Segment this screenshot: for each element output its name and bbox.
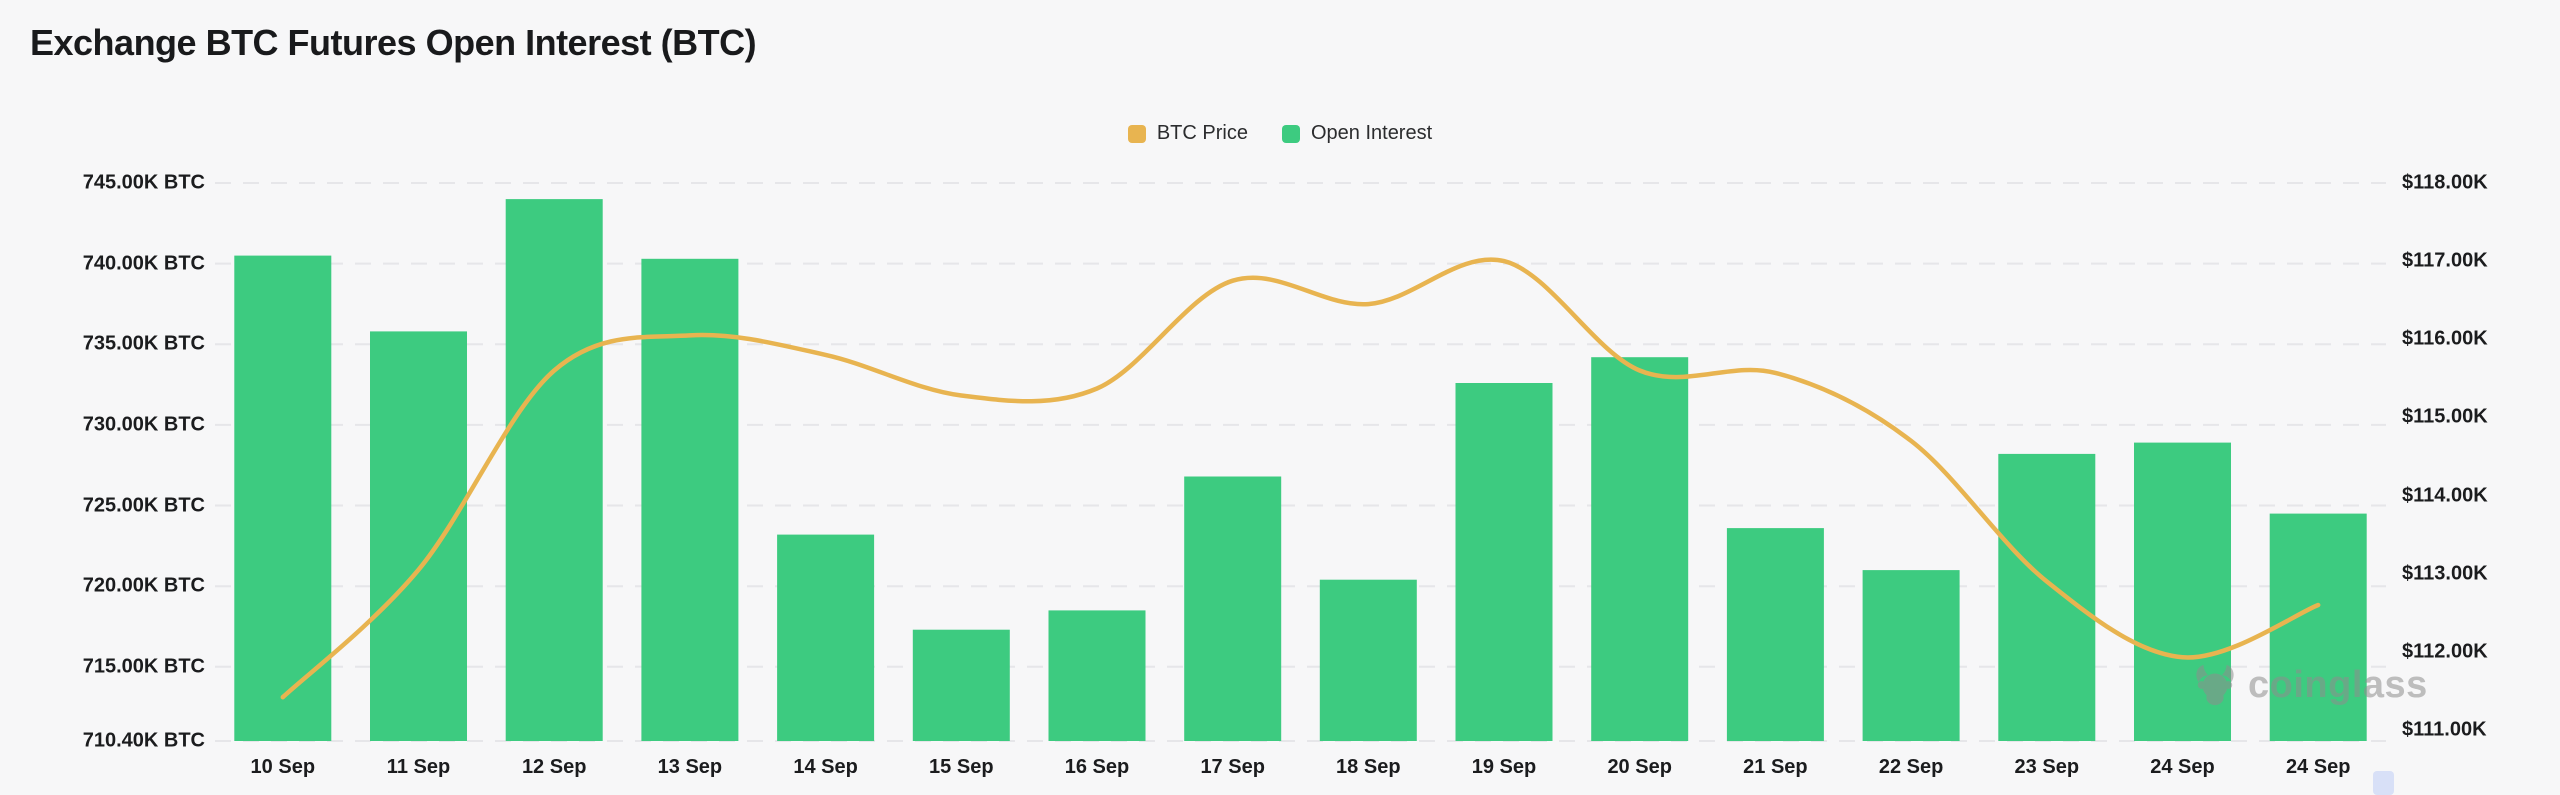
open-interest-bar[interactable] xyxy=(1591,357,1689,741)
x-axis-tick-label: 14 Sep xyxy=(793,756,858,778)
left-axis-tick-label: 720.00K BTC xyxy=(82,574,205,597)
open-interest-bar[interactable] xyxy=(777,534,875,741)
x-axis-tick-label: 17 Sep xyxy=(1200,756,1265,778)
open-interest-bar[interactable] xyxy=(1184,476,1282,742)
legend-label-open-interest: Open Interest xyxy=(1310,122,1433,144)
open-interest-bar[interactable] xyxy=(2134,442,2231,741)
open-interest-bar[interactable] xyxy=(1862,570,1960,741)
x-axis-tick-label: 16 Sep xyxy=(1064,756,1130,778)
x-axis-tick-label: 15 Sep xyxy=(929,756,994,778)
x-axis-tick-label: 12 Sep xyxy=(521,756,587,778)
scroll-thumb[interactable] xyxy=(2373,771,2394,795)
x-axis-tick-label: 19 Sep xyxy=(1471,756,1537,778)
right-axis-tick-label: $116.00K xyxy=(2402,327,2488,350)
x-axis-tick-label: 10 Sep xyxy=(250,756,316,778)
open-interest-bar[interactable] xyxy=(2269,513,2367,741)
right-axis-tick-label: $113.00K xyxy=(2402,562,2488,585)
x-axis-tick-label: 22 Sep xyxy=(1878,756,1944,778)
x-axis-tick-label: 18 Sep xyxy=(1336,756,1401,778)
x-axis-tick-label: 11 Sep xyxy=(386,756,451,778)
open-interest-bar[interactable] xyxy=(1319,579,1417,741)
open-interest-bar[interactable] xyxy=(234,255,332,741)
x-axis-tick-label: 21 Sep xyxy=(1743,756,1808,778)
right-axis-tick-label: $112.00K xyxy=(2402,640,2488,663)
legend-item-btc-price[interactable]: BTC Price xyxy=(1127,122,1248,145)
open-interest-bar[interactable] xyxy=(1455,383,1553,741)
btc-price-line[interactable] xyxy=(280,257,2321,700)
x-axis-tick-label: 20 Sep xyxy=(1607,756,1672,778)
open-interest-bar[interactable] xyxy=(912,629,1010,741)
btc-price-swatch-icon xyxy=(1127,124,1146,143)
right-axis-tick-label: $117.00K xyxy=(2402,249,2488,272)
page-title: Exchange BTC Futures Open Interest (BTC) xyxy=(30,22,757,63)
open-interest-bar[interactable] xyxy=(505,199,603,742)
legend-label-btc-price: BTC Price xyxy=(1156,122,1248,144)
open-interest-bar[interactable] xyxy=(1998,453,2096,741)
right-axis-tick-label: $118.00K xyxy=(2402,171,2488,194)
open-interest-bar[interactable] xyxy=(641,258,739,741)
x-axis-tick-label: 24 Sep xyxy=(2285,756,2351,778)
left-axis-tick-label: 730.00K BTC xyxy=(82,413,205,436)
left-axis-tick-label: 725.00K BTC xyxy=(82,494,205,516)
legend: BTC Price Open Interest xyxy=(0,122,2560,145)
open-interest-swatch-icon xyxy=(1281,124,1300,143)
open-interest-bar[interactable] xyxy=(370,331,467,741)
x-axis-tick-label: 13 Sep xyxy=(657,756,723,778)
right-axis-tick-label: $111.00K xyxy=(2402,718,2487,741)
open-interest-bar[interactable] xyxy=(1726,528,1824,741)
x-axis-tick-label: 23 Sep xyxy=(2014,756,2080,778)
left-axis-tick-label: 740.00K BTC xyxy=(82,252,205,275)
left-axis-tick-label: 745.00K BTC xyxy=(82,171,205,194)
left-axis-tick-label: 735.00K BTC xyxy=(82,332,205,355)
open-interest-bar[interactable] xyxy=(1048,610,1146,741)
right-axis-tick-label: $114.00K xyxy=(2402,484,2488,507)
left-axis-tick-label: 710.40K BTC xyxy=(82,729,205,752)
x-axis-tick-label: 24 Sep xyxy=(2150,756,2215,778)
right-axis-tick-label: $115.00K xyxy=(2402,405,2488,428)
left-axis-tick-label: 715.00K BTC xyxy=(82,655,205,678)
legend-item-open-interest[interactable]: Open Interest xyxy=(1281,122,1433,145)
